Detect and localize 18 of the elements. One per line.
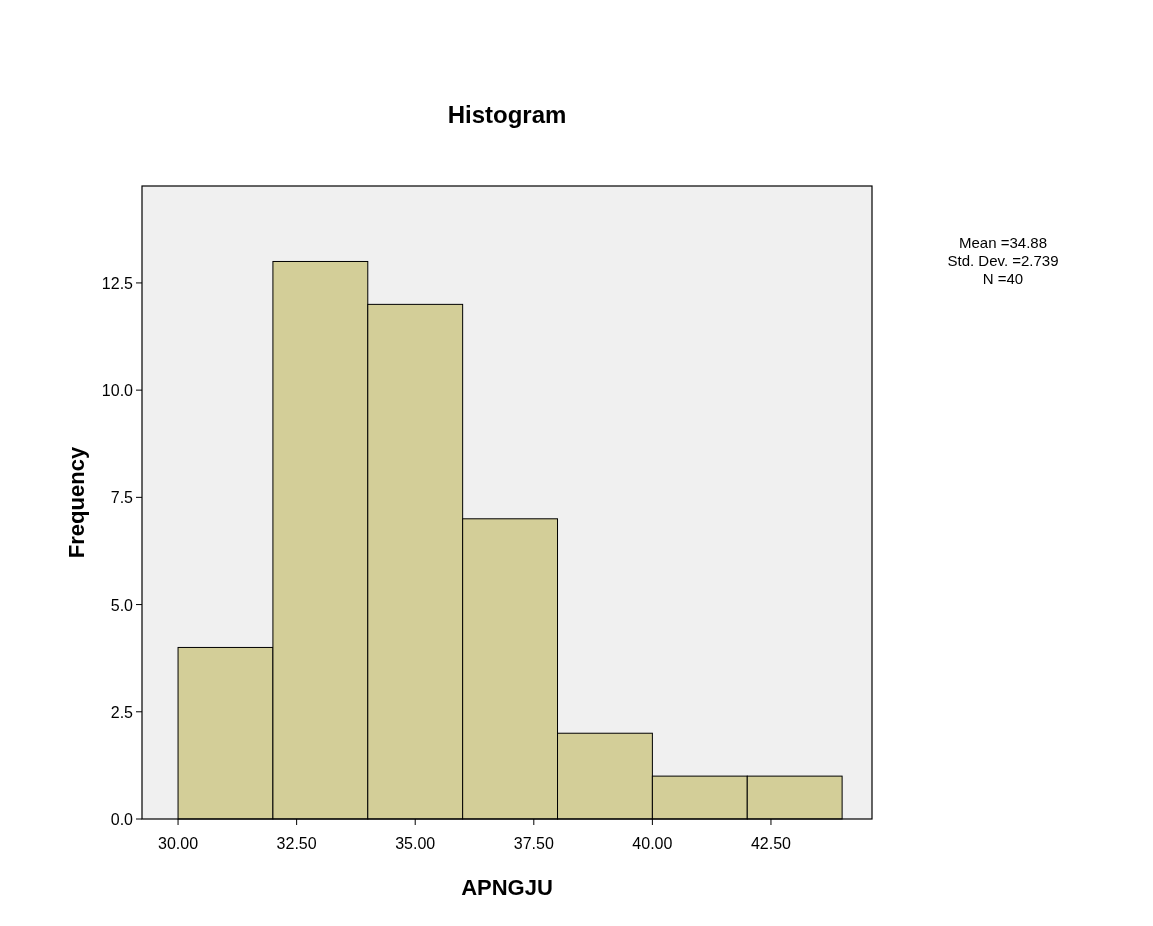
x-tick-label: 37.50	[513, 835, 554, 852]
x-axis-title: APNGJU	[461, 875, 553, 900]
y-tick-label: 2.5	[110, 703, 134, 721]
x-tick-label: 40.00	[632, 835, 673, 852]
x-tick-label: 32.50	[276, 835, 317, 852]
text: N =40	[982, 270, 1024, 287]
y-axis-title: Frequency	[64, 446, 89, 559]
chart-title: Histogram	[447, 101, 567, 128]
y-tick-label: 7.5	[110, 489, 134, 507]
y-tick-label: 0.0	[110, 811, 134, 828]
x-tick-label: 30.00	[158, 835, 199, 852]
y-tick-label: 10.0	[101, 382, 134, 400]
y-tick-label: 5.0	[110, 596, 134, 614]
x-tick-label: 35.00	[395, 835, 436, 852]
x-tick-label: 42.50	[750, 835, 792, 852]
y-tick-label: 12.5	[101, 274, 134, 292]
text: Mean =34.88	[959, 234, 1047, 251]
text: Std. Dev. =2.739	[947, 252, 1059, 269]
